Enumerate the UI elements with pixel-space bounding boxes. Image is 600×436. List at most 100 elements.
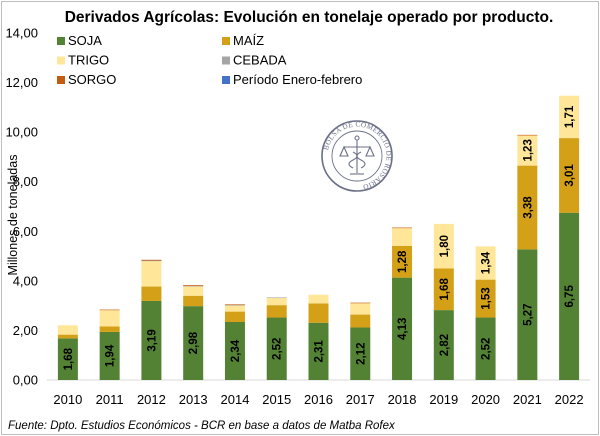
y-tick-label: 4,00 [13,273,38,288]
bar-segment [266,297,287,299]
bar-segment [350,303,371,315]
bar-segment [475,317,496,380]
bar-segment [266,317,287,380]
bar-segment [266,297,287,306]
bar-segment [183,295,204,307]
bar-segment [141,300,162,380]
legend-label: SORGO [68,72,116,87]
y-axis-label: Millones de toneladas [6,155,20,276]
source-note: Fuente: Dpto. Estudios Económicos - BCR … [8,420,396,432]
bar-segment [57,325,78,335]
chart-title: Derivados Agrícolas: Evolución en tonela… [65,9,554,26]
y-tick-label: 10,00 [5,125,38,140]
legend-item: MAÍZ [222,33,264,48]
bar-segment [517,134,538,136]
y-tick-label: 8,00 [13,174,38,189]
data-label: 2,31 [314,340,326,363]
logo-emblem [339,135,375,175]
bar-segment [392,277,413,380]
bar-segment [183,286,204,296]
data-label: 6,75 [564,285,576,308]
bar-segment [350,302,371,304]
data-label: 1,53 [481,287,493,309]
x-tick-label: 2014 [221,392,250,407]
legend: SOJA MAÍZ TRIGO CEBADA SORGO Período Enero-fe… [57,33,362,87]
data-label: 4,13 [397,318,409,340]
bar-segment [141,260,162,262]
x-tick-label: 2022 [555,392,584,407]
data-label: 5,27 [522,303,534,325]
bar-segment [433,223,454,269]
bar-segment [183,285,204,287]
bar-segment [57,334,78,339]
bar-segment [308,294,329,304]
legend-item: CEBADA [222,53,287,68]
y-tick-label: 12,00 [5,75,38,90]
x-tick-label: 2012 [137,392,166,407]
bar-segment [559,95,580,139]
data-label: 2,52 [481,338,493,360]
x-tick-label: 2010 [53,392,82,407]
legend-swatch [57,56,65,65]
x-tick-label: 2016 [304,392,333,407]
bar-segment [392,228,413,246]
legend-label: MAÍZ [233,33,264,48]
legend-label: SOJA [68,33,102,48]
x-tick-label: 2020 [471,392,500,407]
data-label: 1,80 [439,235,451,257]
x-tick-label: 2017 [346,392,375,407]
bar-segment [392,227,413,229]
data-label: 2,34 [230,339,242,362]
bar-segment [224,311,245,323]
data-label: 1,68 [63,347,75,370]
legend-item: SORGO [57,72,116,87]
bar-segment [99,309,120,311]
logo-outer-ring [321,120,393,192]
bar-segment [308,322,329,380]
bar-segment [57,338,78,380]
logo-inner-ring [331,130,383,182]
axes: 0,00 2,00 4,00 6,00 8,00 10,00 12,00 14,00 2010 2… [5,26,590,407]
bar-segment [475,246,496,280]
bar-segment [559,212,580,380]
bar-segment [224,305,245,312]
data-label: 3,38 [522,196,534,219]
y-tick-label: 2,00 [13,323,38,338]
bar-segment [559,138,580,213]
data-label: 2,82 [439,334,451,356]
data-label: 1,68 [439,277,451,300]
bar-segment [99,326,120,332]
y-tick-label: 0,00 [13,373,38,388]
data-label: 3,01 [564,164,576,187]
data-label: 3,19 [146,329,158,351]
bar-segment [392,245,413,278]
bar-segment [141,261,162,287]
bar-segment [517,135,538,166]
data-label: 2,98 [188,331,200,354]
legend-swatch [222,37,230,45]
legend-swatch [57,76,65,84]
bar-segment [433,268,454,311]
bar-segment [433,310,454,380]
legend-swatch [57,37,65,45]
data-label: 1,71 [564,105,576,128]
bar-segment [183,285,204,286]
bar-segment [350,314,371,328]
bar-segment [99,310,120,327]
data-label: 2,52 [272,338,284,360]
legend-swatch [222,76,230,84]
data-label: 1,28 [397,250,409,273]
bar-segment [475,279,496,318]
legend-item: TRIGO [57,53,109,68]
bar-segment [308,303,329,323]
legend-label: TRIGO [68,53,109,68]
bar-segment [99,331,120,380]
x-tick-label: 2013 [179,392,208,407]
legend-swatch [222,56,230,65]
data-labels: 1,68 1,94 3,19 2,98 2,34 2,52 2,31 2,12 4,13 2,82… [63,105,576,370]
bar-segment [517,165,538,250]
x-tick-label: 2021 [513,392,542,407]
y-tick-label: 14,00 [5,26,38,41]
y-tick-label: 6,00 [13,224,38,239]
